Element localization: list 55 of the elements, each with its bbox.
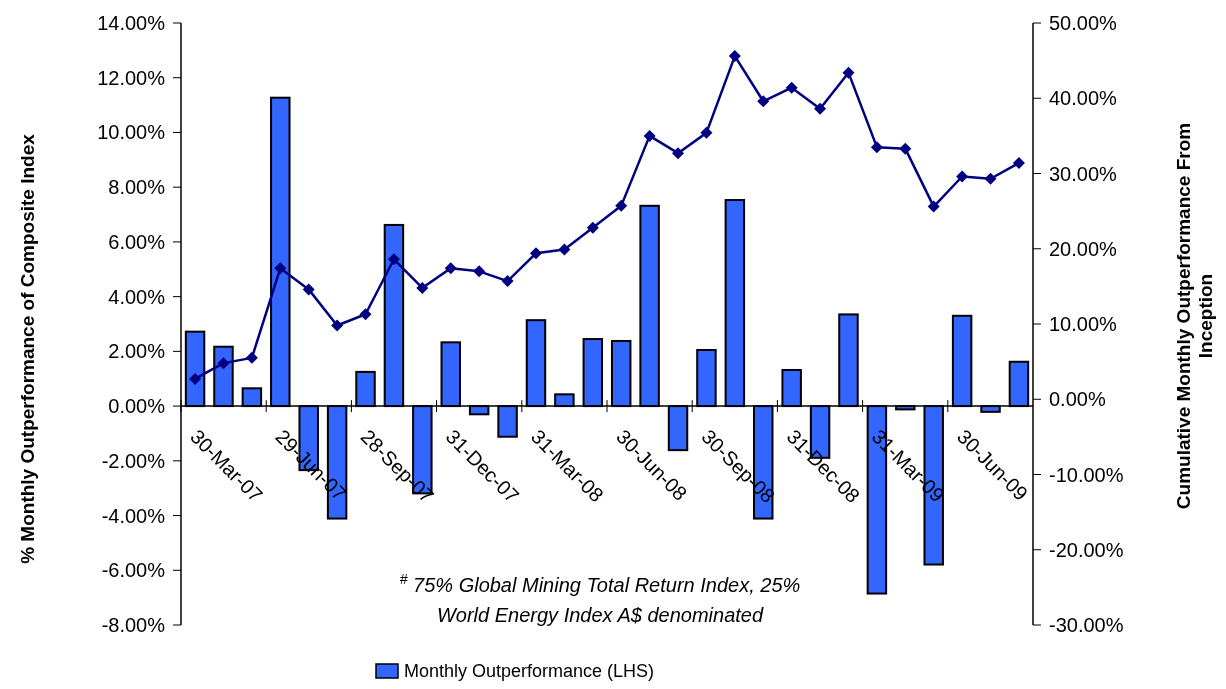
y-tick-label: 6.00% (108, 230, 166, 253)
point (842, 66, 855, 79)
point (984, 172, 997, 185)
y2-tick-label: -10.00% (1049, 463, 1124, 486)
annotation: $^{#}$ 75% Global Mining Total Return Index, 25% World Energy Index A$ denominated (399, 571, 801, 626)
point (672, 147, 685, 160)
point (814, 102, 827, 115)
point (956, 170, 969, 183)
y-tick-label: -2.00% (101, 449, 166, 472)
y2-tick-label: 50.00% (1049, 12, 1118, 34)
point (274, 262, 287, 275)
y-tick-label: 12.00% (97, 66, 166, 89)
y-tick-label: -6.00% (101, 559, 166, 582)
point (757, 95, 770, 108)
point (870, 141, 883, 154)
y-tick-label: 2.00% (108, 340, 166, 363)
y2-tick-label: 30.00% (1049, 162, 1118, 185)
point (473, 265, 486, 278)
point (444, 262, 457, 275)
point (728, 50, 741, 63)
point (927, 200, 940, 213)
point (387, 253, 400, 266)
y2-tick-label: 20.00% (1049, 237, 1118, 260)
legend-label: Monthly Outperformance (LHS) (404, 661, 655, 681)
y2-tick-label: 10.00% (1049, 313, 1118, 335)
y-tick-label: 4.00% (108, 285, 166, 308)
y-axis-title: % Monthly Outperformance of Composite Index (17, 133, 38, 564)
point (189, 372, 202, 385)
y-tick-label: -4.00% (101, 504, 166, 527)
y2-tick-label: -20.00% (1049, 538, 1124, 561)
point (615, 199, 628, 212)
point (331, 319, 344, 332)
y-tick-label: 14.00% (97, 12, 166, 34)
point (302, 283, 315, 296)
point (558, 243, 571, 256)
point (1012, 156, 1025, 169)
y-tick-label: 0.00% (108, 395, 166, 418)
point (643, 129, 656, 142)
y2-tick-label: 0.00% (1049, 388, 1106, 411)
y-tick-label: 10.00% (97, 121, 166, 144)
y-tick-label: -8.00% (101, 614, 166, 636)
y2-tick-label: 40.00% (1049, 87, 1118, 110)
point (245, 351, 258, 364)
y2-axis-title: Cumulative Monthly Outperformance From Inception (1173, 122, 1216, 510)
point (529, 247, 542, 260)
point (501, 275, 514, 288)
point (359, 308, 372, 321)
point (785, 81, 798, 94)
y-tick-label: 8.00% (108, 176, 166, 199)
point (217, 357, 230, 370)
point (586, 221, 599, 234)
point (416, 281, 429, 294)
point (700, 126, 713, 139)
point (899, 142, 912, 155)
y2-tick-label: -30.00% (1049, 614, 1124, 636)
